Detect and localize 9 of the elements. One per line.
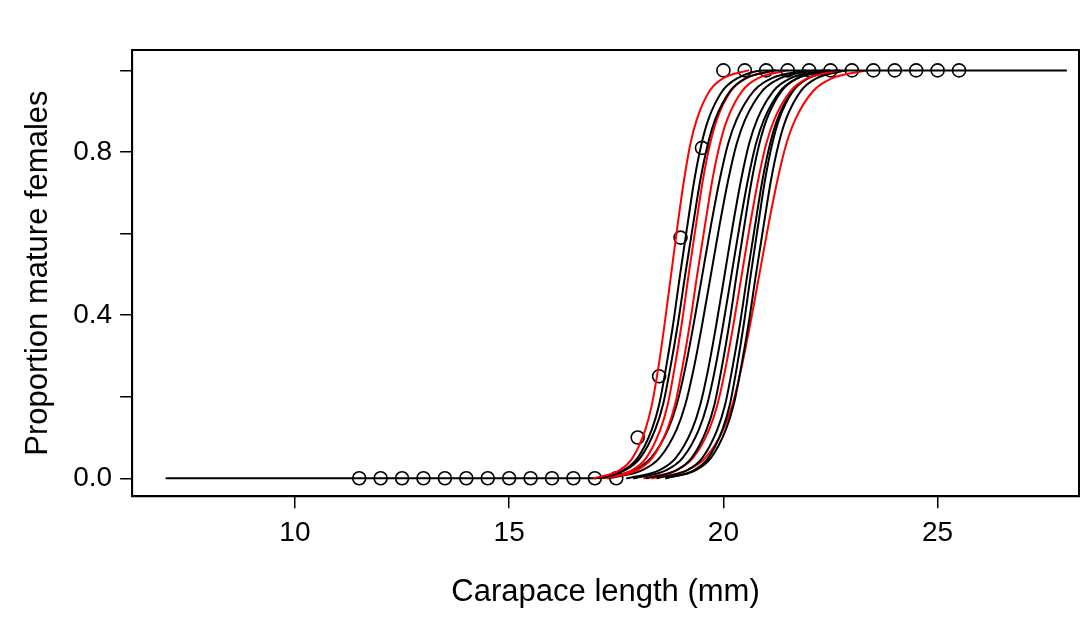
y-tick-label: 0.4 xyxy=(73,297,113,329)
x-tick-label: 10 xyxy=(279,515,311,547)
x-axis-title: Carapace length (mm) xyxy=(451,572,760,608)
y-axis-title: Proportion mature females xyxy=(19,90,55,456)
x-tick-label: 20 xyxy=(707,515,739,547)
y-tick-label: 0.8 xyxy=(73,134,113,166)
x-tick-label: 15 xyxy=(493,515,525,547)
x-tick-label: 25 xyxy=(922,515,954,547)
y-tick-label: 0.0 xyxy=(73,460,113,492)
